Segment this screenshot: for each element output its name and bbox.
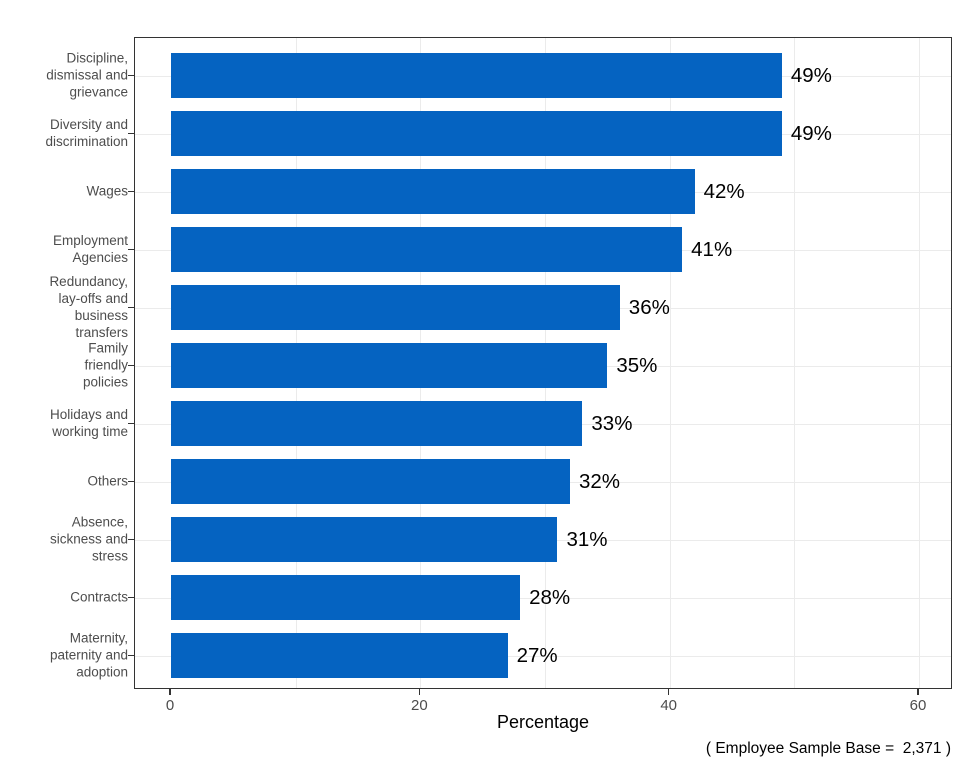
y-axis-category-label-line: adoption [76,664,128,679]
gridline-vertical [794,38,796,688]
y-axis-tick [128,654,134,656]
bar-value-label: 28% [529,585,571,609]
bar-value-label: 27% [516,643,558,667]
y-axis-category-label-line: friendly [84,357,128,372]
bar-value-label: 49% [790,63,832,87]
bar [171,285,620,330]
x-axis-tick [667,689,670,695]
y-axis-category-label-line: Redundancy, [49,273,128,289]
y-axis-tick [128,306,134,308]
bar [171,575,521,620]
bar-value-label: 41% [691,237,733,261]
y-axis-category-label-line: Family [88,340,128,355]
bar [171,459,570,504]
bar [171,111,782,156]
sample-base-caption: ( Employee Sample Base = 2,371 ) [705,740,951,757]
y-axis-tick [128,480,134,482]
y-axis-category-label-line: dismissal and [46,67,128,82]
y-axis-category-label: Contracts [0,588,128,605]
y-axis-category-label: Others [0,472,128,489]
x-axis-tick-label: 20 [410,697,428,714]
bar [171,517,558,562]
y-axis-category-label-line: Employment [52,232,128,248]
y-axis-category-label-line: lay-offs and [58,290,128,306]
y-axis-category-label-line: grievance [69,84,128,99]
y-axis-category-label-line: Agencies [72,249,128,265]
y-axis-category-label: Discipline, dismissal and grievance [0,49,128,100]
bar-value-label: 33% [591,411,633,435]
bar [171,169,695,214]
y-axis-category-label: Redundancy, lay-offs and business transfers [0,273,128,341]
y-axis-category-label: Maternity, paternity and adoption [0,629,128,680]
bar [171,401,583,446]
gridline-horizontal [135,655,951,657]
y-axis-category-label-line: Maternity, [69,630,128,645]
gridline-vertical [669,38,671,688]
x-axis-tick-label: 0 [165,697,175,714]
y-axis-category-label-line: policies [82,374,128,389]
y-axis-category-label-line: Wages [86,183,128,198]
y-axis-category-label-line: transfers [75,324,128,340]
y-axis-tick [128,364,134,366]
bar-value-label: 42% [703,179,745,203]
bar [171,227,683,272]
bar-value-label: 31% [566,527,608,551]
bar-value-label: 32% [578,469,620,493]
bar-value-label: 36% [628,295,670,319]
y-axis-category-label-line: Discipline, [66,50,128,65]
y-axis-category-label-line: Diversity and [49,116,128,132]
y-axis-tick [128,538,134,540]
y-axis-labels: Discipline, dismissal and grievance Diversi… [0,37,134,689]
y-axis-category-label-line: Holidays and [49,406,128,422]
y-axis-tick [128,132,134,134]
y-axis-category-label-line: discrimination [45,133,128,149]
y-axis-category-label: Employment Agencies [0,232,128,266]
y-axis-tick [128,596,134,598]
y-axis-category-label-line: stress [91,548,128,563]
y-axis-category-label: Absence, sickness and stress [0,513,128,564]
gridline-vertical [919,38,921,688]
y-axis-category-label-line: sickness and [49,531,128,546]
y-axis-category-label-line: working time [52,423,128,439]
bar [171,633,508,678]
y-axis-category-label-line: paternity and [49,647,128,662]
y-axis-category-label-line: Others [87,473,128,488]
x-axis-tick [917,689,919,695]
x-axis-tick-label: 40 [660,697,678,714]
y-axis-category-label-line: business [74,307,128,323]
bar-value-label: 35% [616,353,658,377]
y-axis-category-label-line: Absence, [71,514,128,529]
y-axis-category-label: Wages [0,182,128,199]
y-axis-category-label: Diversity and discrimination [0,116,128,150]
y-axis-category-label: Family friendly policies [0,339,128,390]
y-axis-tick [128,190,134,192]
y-axis-tick [128,422,134,424]
plot-panel: 49% 49% 42% 41% 36% 35% 33% 32% 31% 28% 27% [134,37,952,689]
y-axis-tick [128,248,134,250]
y-axis-category-label-line: Contracts [70,589,128,604]
x-axis-tick-label: 60 [909,697,927,714]
bar-value-label: 49% [790,121,832,145]
x-axis-title: Percentage [496,712,590,732]
x-axis-tick [169,689,171,695]
x-axis-tick [418,689,421,695]
y-axis-category-label: Holidays and working time [0,406,128,440]
bar [171,53,782,98]
gridline-horizontal [135,597,951,599]
bar [171,343,608,388]
y-axis-tick [128,74,134,76]
